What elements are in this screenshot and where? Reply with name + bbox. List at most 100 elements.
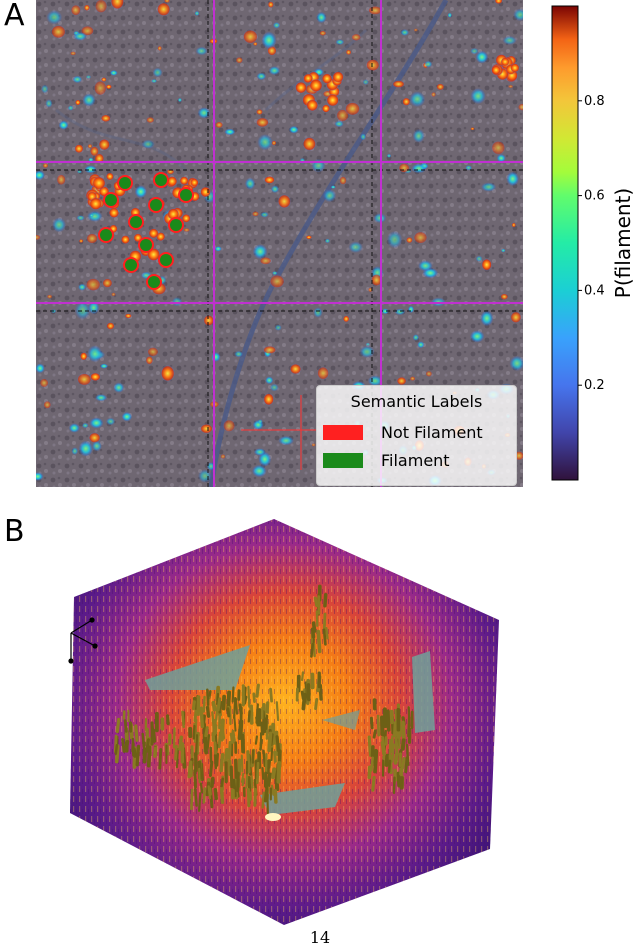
membrane-mesh: [260, 783, 345, 815]
filament-strand: [174, 744, 178, 761]
filament-label-particle: [168, 217, 184, 233]
probability-blob: [496, 154, 506, 163]
probability-blob: [71, 447, 79, 455]
probability-blob: [85, 75, 92, 79]
probability-blob: [412, 334, 420, 341]
probability-blob: [348, 241, 364, 253]
probability-blob: [36, 234, 41, 241]
probability-blob: [316, 11, 327, 24]
probability-blob: [222, 419, 236, 433]
probability-blob: [147, 346, 159, 357]
filament-strand: [206, 688, 210, 706]
filament-strand: [210, 776, 215, 789]
filament-strand: [376, 714, 381, 737]
probability-blob: [491, 140, 506, 156]
filament-strand: [146, 745, 152, 768]
filament-strand: [202, 695, 206, 713]
filament-strand: [270, 747, 274, 762]
probability-blob: [43, 400, 52, 409]
legend-label: Filament: [381, 450, 450, 470]
filament-strand: [121, 738, 126, 753]
probability-blob: [76, 215, 85, 221]
probability-blob: [306, 99, 319, 112]
probability-blob: [277, 194, 292, 209]
probability-blob: [70, 51, 77, 56]
probability-blob: [85, 277, 101, 292]
probability-blob: [108, 207, 120, 219]
probability-blob: [257, 134, 273, 151]
probability-blob: [124, 313, 132, 319]
slice-crosshair: [36, 0, 523, 487]
probability-blob: [68, 423, 80, 433]
probability-blob: [179, 176, 189, 186]
probability-blob: [256, 72, 267, 81]
filament-label-particle: [128, 214, 144, 230]
filament-label-particle: [123, 257, 139, 273]
probability-blob: [470, 330, 485, 343]
filament-strand: [205, 705, 211, 718]
probability-blob: [235, 56, 243, 64]
probability-blob: [98, 138, 111, 151]
probability-blob: [475, 255, 483, 262]
probability-blob: [261, 31, 277, 49]
probability-blob: [411, 163, 427, 174]
probability-blob: [56, 174, 66, 186]
probability-blob: [42, 163, 49, 169]
probability-blob: [255, 117, 270, 128]
probability-blob: [200, 423, 213, 434]
filament-strand: [216, 697, 222, 712]
probability-blob: [470, 47, 479, 55]
probability-blob: [409, 376, 416, 381]
probability-blob: [335, 39, 345, 45]
filament-strand: [219, 725, 226, 740]
filament-strand: [142, 747, 148, 764]
membrane-mesh: [412, 651, 435, 733]
filament-strand: [367, 735, 373, 757]
probability-blob: [82, 422, 89, 429]
filament-label-particle: [148, 197, 164, 213]
probability-blob: [105, 84, 112, 90]
probability-blob: [41, 84, 49, 94]
filament-strand: [252, 692, 256, 704]
filament-strand: [175, 747, 179, 769]
probability-blob: [263, 393, 275, 406]
probability-blob: [234, 350, 244, 358]
probability-blob: [470, 88, 486, 105]
probability-blob: [319, 30, 327, 36]
volume-noise: [70, 519, 499, 925]
probability-blob: [302, 136, 317, 152]
probability-blob: [502, 35, 517, 45]
filament-label-particle: [146, 274, 162, 290]
filament-strand: [384, 753, 390, 767]
filament-strand: [372, 729, 377, 739]
filament-strand: [215, 752, 220, 767]
filament-strand: [250, 772, 254, 789]
filament-strand: [181, 710, 185, 729]
probability-blob: [89, 417, 104, 429]
filament-strand: [231, 686, 235, 703]
probability-blob: [506, 171, 519, 186]
filament-strand: [114, 743, 119, 755]
filament-strand: [400, 738, 406, 751]
probability-blob: [360, 133, 367, 141]
probability-blob: [481, 258, 493, 271]
legend-title: Semantic Labels: [350, 392, 483, 411]
filament-strand: [301, 692, 307, 711]
probability-blob: [82, 93, 96, 107]
filament-strand: [153, 746, 158, 758]
probability-blob: [262, 345, 277, 354]
filament-strand: [247, 710, 251, 723]
probability-blob: [365, 342, 370, 346]
probability-blob: [265, 376, 274, 385]
filament-label-particle: [153, 172, 169, 188]
probability-blob: [274, 324, 282, 331]
filament-label-particle: [178, 187, 194, 203]
probability-blob: [513, 8, 523, 22]
filament-strand: [322, 628, 327, 646]
probability-blob: [269, 383, 279, 392]
filament-strand: [229, 732, 235, 744]
filament-strand: [213, 787, 218, 801]
probability-blob: [299, 157, 306, 164]
filament-strand: [199, 706, 205, 729]
membrane-mesh: [145, 645, 250, 690]
